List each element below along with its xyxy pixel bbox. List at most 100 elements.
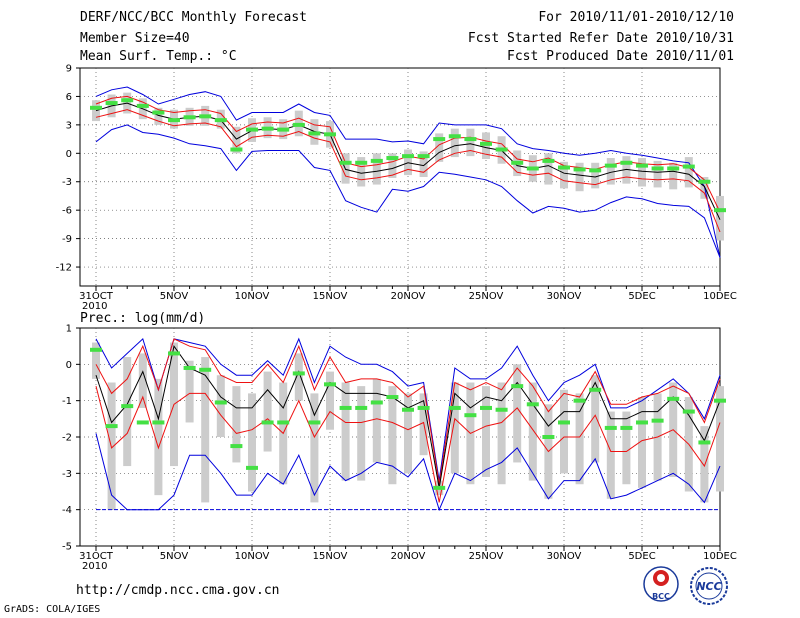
ensemble-box xyxy=(419,151,428,177)
median-marker xyxy=(121,98,134,103)
ensemble-box xyxy=(716,195,724,241)
y-tick-label: -3 xyxy=(62,177,72,188)
bcc-logo: BCC xyxy=(643,566,679,602)
median-marker xyxy=(339,160,352,165)
min-line xyxy=(95,433,721,512)
median-marker xyxy=(152,110,165,115)
bcc-logo-text: BCC xyxy=(652,592,670,601)
ensemble-box xyxy=(372,153,381,185)
median-marker xyxy=(324,382,336,387)
y-tick-label: -3 xyxy=(62,469,72,480)
x-tick-label: 20NOV xyxy=(391,551,426,562)
x-tick-label: 25NOV xyxy=(469,551,504,562)
ensemble-box xyxy=(450,128,459,158)
median-marker xyxy=(105,101,118,106)
ensemble-box xyxy=(669,162,678,190)
y-tick-label: -4 xyxy=(62,505,72,516)
website-url[interactable]: http://cmdp.ncc.cma.gov.cn xyxy=(76,583,280,598)
ensemble-box xyxy=(466,128,475,157)
member-size-label: Member Size=40 xyxy=(80,31,190,46)
median-marker xyxy=(714,398,726,403)
y-tick-label: -2 xyxy=(62,433,72,444)
ensemble-box xyxy=(263,371,272,452)
median-marker xyxy=(136,420,149,425)
ensemble-box xyxy=(497,382,506,485)
ensemble-box xyxy=(310,393,319,503)
median-marker xyxy=(355,160,368,165)
ensemble-box xyxy=(450,382,459,474)
ensemble-box xyxy=(388,153,397,178)
ensemble-box xyxy=(185,360,194,423)
median-marker xyxy=(589,168,602,173)
ensemble-box xyxy=(357,386,366,481)
produced-date-label: Fcst Produced Date 2010/11/01 xyxy=(507,49,734,64)
median-marker xyxy=(433,137,446,142)
ensemble-box xyxy=(248,393,256,492)
refer-date-label: Fcst Started Refer Date 2010/10/31 xyxy=(467,31,734,46)
grads-credit: GrADS: COLA/IGES xyxy=(4,604,101,615)
median-marker xyxy=(199,367,212,372)
x-tick-label: 5DEC xyxy=(628,551,655,562)
ensemble-box xyxy=(341,382,350,481)
median-marker xyxy=(589,387,602,392)
median-marker xyxy=(558,165,570,170)
median-marker xyxy=(573,398,586,403)
ensemble-box xyxy=(560,389,568,474)
median-marker xyxy=(308,131,321,136)
median-marker xyxy=(526,402,539,407)
ensemble-box xyxy=(92,342,100,379)
x-tick-label: 25NOV xyxy=(469,291,504,302)
median-marker xyxy=(698,440,711,445)
ensemble-box xyxy=(372,378,381,463)
ensemble-box xyxy=(606,158,615,185)
median-marker xyxy=(417,154,430,159)
x-tick-label: 10DEC xyxy=(703,551,737,562)
y-tick-label: 0 xyxy=(66,360,72,371)
ensemble-box xyxy=(575,162,584,192)
median-marker xyxy=(246,465,258,470)
ensemble-box xyxy=(232,126,241,154)
x-tick-label: 10NOV xyxy=(235,551,270,562)
ensemble-box xyxy=(123,357,132,467)
median-marker xyxy=(495,147,508,152)
median-marker xyxy=(292,122,305,127)
median-marker xyxy=(152,420,165,425)
y-tick-label: -6 xyxy=(62,206,72,217)
median-marker xyxy=(214,118,227,123)
median-marker xyxy=(604,425,617,430)
x-tick-label: 31OCT xyxy=(79,551,114,562)
median-marker xyxy=(261,420,274,425)
median-marker xyxy=(698,179,711,184)
median-marker xyxy=(620,160,633,165)
median-marker xyxy=(433,485,446,490)
median-marker xyxy=(526,166,539,171)
ensemble-box xyxy=(575,393,584,485)
median-marker xyxy=(714,208,726,213)
x-tick-label: 10NOV xyxy=(235,291,270,302)
median-marker xyxy=(620,425,633,430)
median-marker xyxy=(464,413,477,418)
y-tick-label: 0 xyxy=(66,149,72,160)
y-tick-label: 6 xyxy=(66,92,72,103)
bcc-logo-center xyxy=(657,574,665,582)
median-marker xyxy=(667,166,680,171)
median-marker xyxy=(667,396,680,401)
y-tick-label: -9 xyxy=(62,234,72,245)
median-marker xyxy=(90,105,102,110)
ensemble-box xyxy=(606,411,615,499)
median-marker xyxy=(199,114,212,119)
median-marker xyxy=(386,156,399,161)
max-line xyxy=(95,86,721,258)
max-line xyxy=(95,337,721,481)
temperature-variable-label: Mean Surf. Temp.: °C xyxy=(80,49,237,64)
median-marker xyxy=(136,103,149,108)
median-marker xyxy=(339,405,352,410)
std-lower-line xyxy=(95,385,721,503)
ensemble-box xyxy=(232,386,241,463)
x-tick-label: 5NOV xyxy=(160,551,189,562)
ensemble-box xyxy=(326,371,334,430)
median-marker xyxy=(292,371,305,376)
median-marker xyxy=(121,404,134,409)
ensemble-box xyxy=(700,426,709,503)
